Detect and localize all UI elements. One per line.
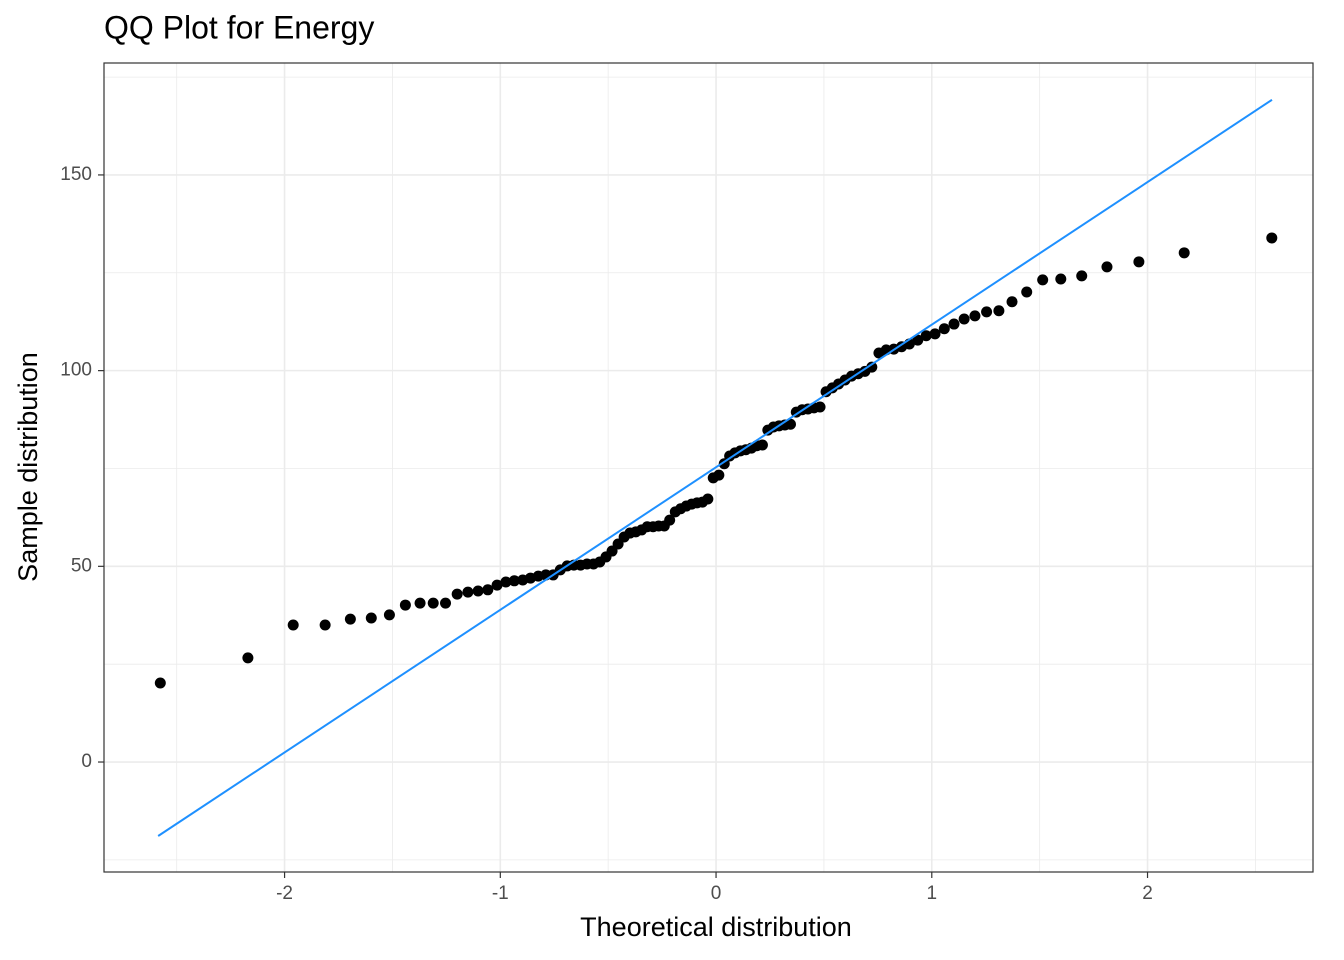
x-tick-label: 1 — [927, 883, 938, 904]
data-point — [1076, 270, 1088, 282]
data-point — [462, 586, 474, 598]
data-point — [981, 306, 993, 318]
data-point — [948, 318, 960, 330]
data-point — [702, 493, 714, 505]
data-point — [319, 619, 331, 631]
data-point — [1133, 256, 1145, 268]
data-point — [287, 619, 299, 631]
data-point — [1178, 247, 1190, 259]
data-point — [500, 576, 512, 588]
x-tick-label: 2 — [1142, 883, 1153, 904]
data-point — [414, 597, 426, 609]
data-point — [482, 584, 494, 596]
y-tick-label: 0 — [81, 751, 92, 772]
data-point — [242, 652, 254, 664]
data-point — [938, 323, 950, 335]
reference-line — [157, 98, 1273, 837]
data-point — [508, 575, 520, 587]
data-point — [472, 585, 484, 597]
data-point — [929, 328, 941, 340]
y-tick-label: 100 — [60, 360, 92, 381]
data-point — [866, 361, 878, 373]
data-point — [399, 599, 411, 611]
x-tick-label: 0 — [711, 883, 722, 904]
x-axis-label: Theoretical distribution — [580, 912, 852, 942]
data-point — [920, 330, 932, 342]
data-point — [814, 401, 826, 413]
data-point — [344, 613, 356, 625]
chart-title: QQ Plot for Energy — [104, 9, 374, 45]
data-point — [1266, 232, 1278, 244]
data-point — [154, 677, 166, 689]
data-point — [993, 305, 1005, 317]
x-tick-label: -2 — [276, 883, 293, 904]
data-point — [1006, 296, 1018, 308]
data-point — [491, 579, 503, 591]
data-point — [969, 310, 981, 322]
data-point — [756, 439, 768, 451]
data-point — [1055, 273, 1067, 285]
data-point — [1101, 261, 1113, 273]
data-point — [1037, 274, 1049, 286]
y-tick-label: 50 — [71, 555, 92, 576]
data-point — [365, 612, 377, 624]
data-point — [440, 597, 452, 609]
data-point — [912, 334, 924, 346]
data-point — [451, 588, 463, 600]
data-point — [664, 514, 676, 526]
y-tick-label: 150 — [60, 164, 92, 185]
data-point — [713, 469, 725, 481]
x-tick-label: -1 — [492, 883, 509, 904]
data-point — [1021, 286, 1033, 298]
y-axis-label: Sample distribution — [13, 352, 43, 582]
data-point — [958, 313, 970, 325]
data-point — [784, 418, 796, 430]
data-point — [383, 609, 395, 621]
data-point — [427, 597, 439, 609]
panel-border — [103, 62, 1314, 873]
